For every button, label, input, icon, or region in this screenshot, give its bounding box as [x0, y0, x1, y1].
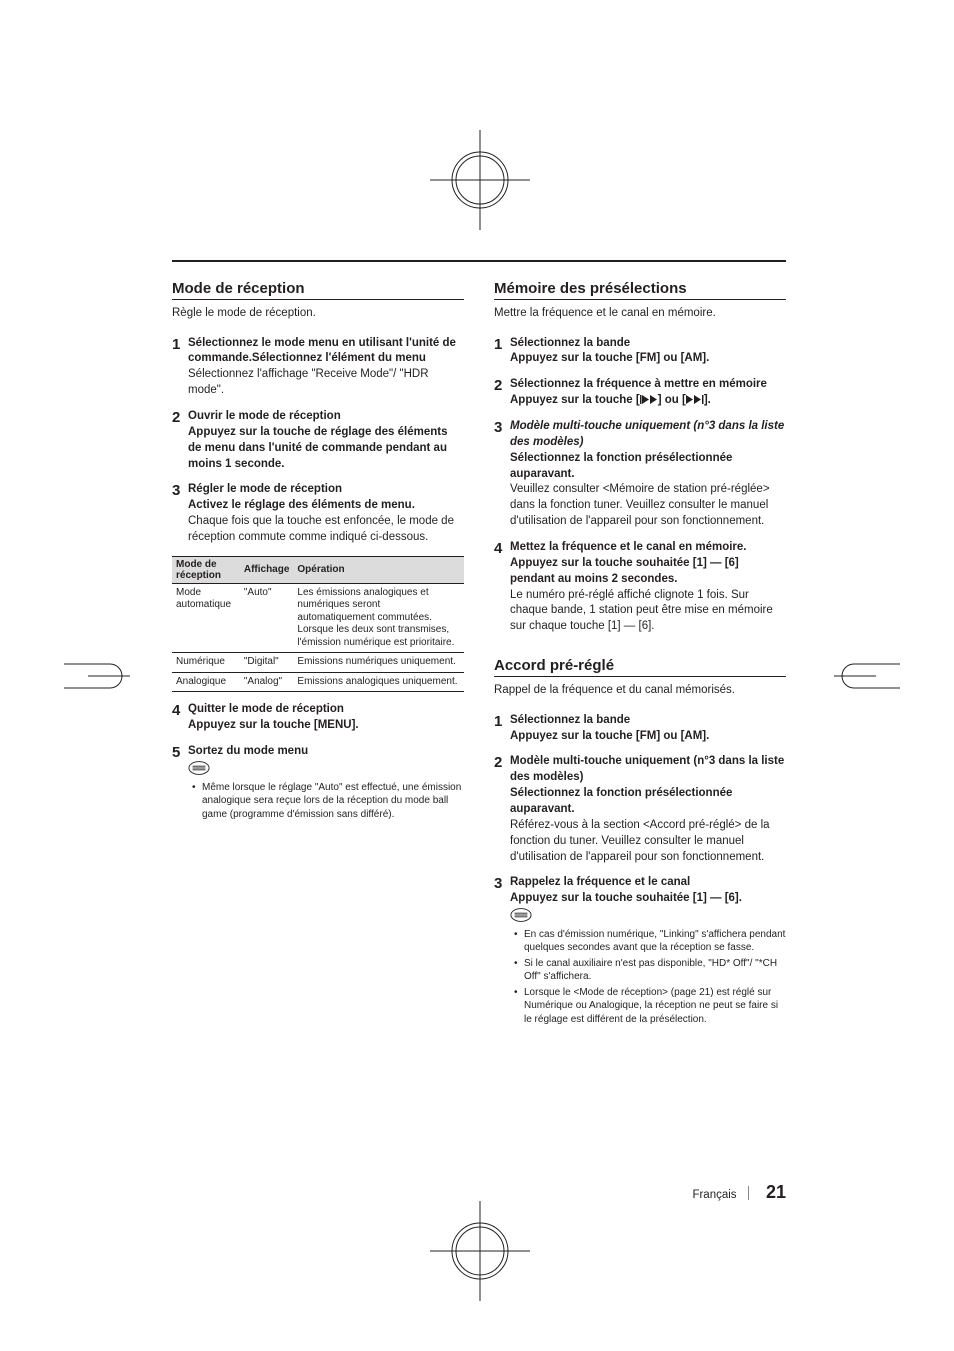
cell-display: "Auto" — [240, 583, 294, 653]
th-mode: Mode de réception — [172, 556, 240, 583]
table-row: Numérique "Digital" Emissions numériques… — [172, 653, 464, 673]
note-item: En cas d'émission numérique, "Linking" s… — [514, 928, 786, 955]
step-text: Le numéro pré-réglé affiché clignote 1 f… — [510, 589, 773, 633]
step-title: Sélectionnez la bande — [510, 337, 630, 349]
footer-language: Français — [692, 1189, 736, 1201]
step-1: 1 Sélectionnez la bande Appuyez sur la t… — [494, 336, 786, 368]
intro-text: Mettre la fréquence et le canal en mémoi… — [494, 306, 786, 322]
step-1: 1 Sélectionnez la bande Appuyez sur la t… — [494, 713, 786, 745]
note-icon — [510, 907, 532, 923]
heading-mode-reception: Mode de réception — [172, 280, 464, 300]
step-title: Modèle multi-touche uniquement (n°3 dans… — [510, 755, 784, 783]
cell-mode: Analogique — [172, 672, 240, 692]
key-label: ]. — [704, 394, 711, 406]
footer-page-number: 21 — [766, 1182, 786, 1202]
heading-preset-tuning: Accord pré-réglé — [494, 657, 786, 677]
step-bold: Appuyez sur la touche [ ] ou []. — [510, 394, 711, 406]
step-number: 4 — [494, 540, 510, 557]
step-number: 3 — [172, 482, 188, 499]
prev-track-icon — [640, 395, 658, 404]
step-text: Chaque fois que la touche est enfoncée, … — [188, 515, 454, 543]
crop-mark-bottom — [420, 1191, 540, 1311]
step-bold: Activez le réglage des éléments de menu. — [188, 499, 415, 511]
key-label: ] ou [ — [658, 394, 686, 406]
right-column: Mémoire des présélections Mettre la fréq… — [494, 280, 786, 1038]
step-title: Régler le mode de réception — [188, 483, 342, 495]
step-bold: Appuyez sur la touche de réglage des élé… — [188, 426, 447, 470]
footer-separator — [748, 1186, 749, 1200]
th-display: Affichage — [240, 556, 294, 583]
key-label: Appuyez sur la touche [ — [510, 394, 640, 406]
note-item: Même lorsque le réglage "Auto" est effec… — [192, 781, 464, 822]
header-rule — [172, 260, 786, 262]
step-title: Sélectionnez la bande — [510, 714, 630, 726]
step-text: Sélectionnez l'affichage "Receive Mode"/… — [188, 368, 429, 396]
step-2: 2 Sélectionnez la fréquence à mettre en … — [494, 377, 786, 409]
left-column: Mode de réception Règle le mode de récep… — [172, 280, 464, 1038]
cell-operation: Emissions analogiques uniquement. — [293, 672, 464, 692]
cell-operation: Les émissions analogiques et numériques … — [293, 583, 464, 653]
step-bold: Appuyez sur la touche [FM] ou [AM]. — [510, 352, 709, 364]
step-3: 3 Modèle multi-touche uniquement (n°3 da… — [494, 419, 786, 530]
step-title: Sortez du mode menu — [188, 745, 308, 757]
step-title: Ouvrir le mode de réception — [188, 410, 341, 422]
step-bold: Appuyez sur la touche [MENU]. — [188, 719, 359, 731]
step-3: 3 Régler le mode de réception Activez le… — [172, 482, 464, 545]
page: Mode de réception Règle le mode de récep… — [0, 0, 954, 1351]
cell-display: "Digital" — [240, 653, 294, 673]
note-item: Si le canal auxiliaire n'est pas disponi… — [514, 957, 786, 984]
step-number: 3 — [494, 419, 510, 436]
step-title: Sélectionnez la fréquence à mettre en mé… — [510, 378, 767, 390]
step-2: 2 Modèle multi-touche uniquement (n°3 da… — [494, 754, 786, 865]
step-5: 5 Sortez du mode menu Même lorsque le ré… — [172, 744, 464, 823]
crop-mark-top — [420, 120, 540, 240]
step-number: 5 — [172, 744, 188, 761]
th-operation: Opération — [293, 556, 464, 583]
step-bold: Appuyez sur la touche [FM] ou [AM]. — [510, 730, 709, 742]
step-number: 2 — [494, 377, 510, 394]
heading-preset-memory: Mémoire des présélections — [494, 280, 786, 300]
step-2: 2 Ouvrir le mode de réception Appuyez su… — [172, 409, 464, 472]
step-text: Veuillez consulter <Mémoire de station p… — [510, 483, 770, 527]
note-icon — [188, 760, 210, 776]
cell-operation: Emissions numériques uniquement. — [293, 653, 464, 673]
cell-mode: Mode automatique — [172, 583, 240, 653]
cell-mode: Numérique — [172, 653, 240, 673]
step-title: Quitter le mode de réception — [188, 703, 344, 715]
step-title: Sélectionnez le mode menu en utilisant l… — [188, 337, 456, 365]
note-list: Même lorsque le réglage "Auto" est effec… — [188, 781, 464, 822]
step-text: Référez-vous à la section <Accord pré-ré… — [510, 819, 770, 863]
intro-text: Règle le mode de réception. — [172, 306, 464, 322]
step-number: 4 — [172, 702, 188, 719]
hinge-mark-right — [830, 656, 900, 696]
step-number: 1 — [494, 713, 510, 730]
table-row: Mode automatique "Auto" Les émissions an… — [172, 583, 464, 653]
step-italic: Modèle multi-touche uniquement (n°3 dans… — [510, 420, 784, 448]
step-bold: Sélectionnez la fonction présélectionnée… — [510, 452, 732, 480]
step-bold: Appuyez sur la touche souhaitée [1] — [6… — [510, 557, 739, 585]
reception-mode-table: Mode de réception Affichage Opération Mo… — [172, 556, 464, 693]
step-number: 2 — [172, 409, 188, 426]
note-item: Lorsque le <Mode de réception> (page 21)… — [514, 986, 786, 1027]
step-number: 1 — [172, 336, 188, 353]
cell-display: "Analog" — [240, 672, 294, 692]
step-number: 3 — [494, 875, 510, 892]
step-title: Mettez la fréquence et le canal en mémoi… — [510, 541, 746, 553]
step-4: 4 Quitter le mode de réception Appuyez s… — [172, 702, 464, 734]
step-bold: Sélectionnez la fonction présélectionnée… — [510, 787, 732, 815]
note-list: En cas d'émission numérique, "Linking" s… — [510, 928, 786, 1027]
step-4: 4 Mettez la fréquence et le canal en mém… — [494, 540, 786, 635]
step-1: 1 Sélectionnez le mode menu en utilisant… — [172, 336, 464, 399]
table-row: Analogique "Analog" Emissions analogique… — [172, 672, 464, 692]
page-footer: Français 21 — [692, 1182, 786, 1203]
next-track-icon — [686, 395, 704, 404]
step-number: 1 — [494, 336, 510, 353]
step-3: 3 Rappelez la fréquence et le canal Appu… — [494, 875, 786, 1028]
step-title: Rappelez la fréquence et le canal — [510, 876, 690, 888]
step-bold: Appuyez sur la touche souhaitée [1] — [6… — [510, 892, 742, 904]
content-columns: Mode de réception Règle le mode de récep… — [172, 280, 786, 1038]
hinge-mark-left — [64, 656, 134, 696]
intro-text: Rappel de la fréquence et du canal mémor… — [494, 683, 786, 699]
step-number: 2 — [494, 754, 510, 771]
